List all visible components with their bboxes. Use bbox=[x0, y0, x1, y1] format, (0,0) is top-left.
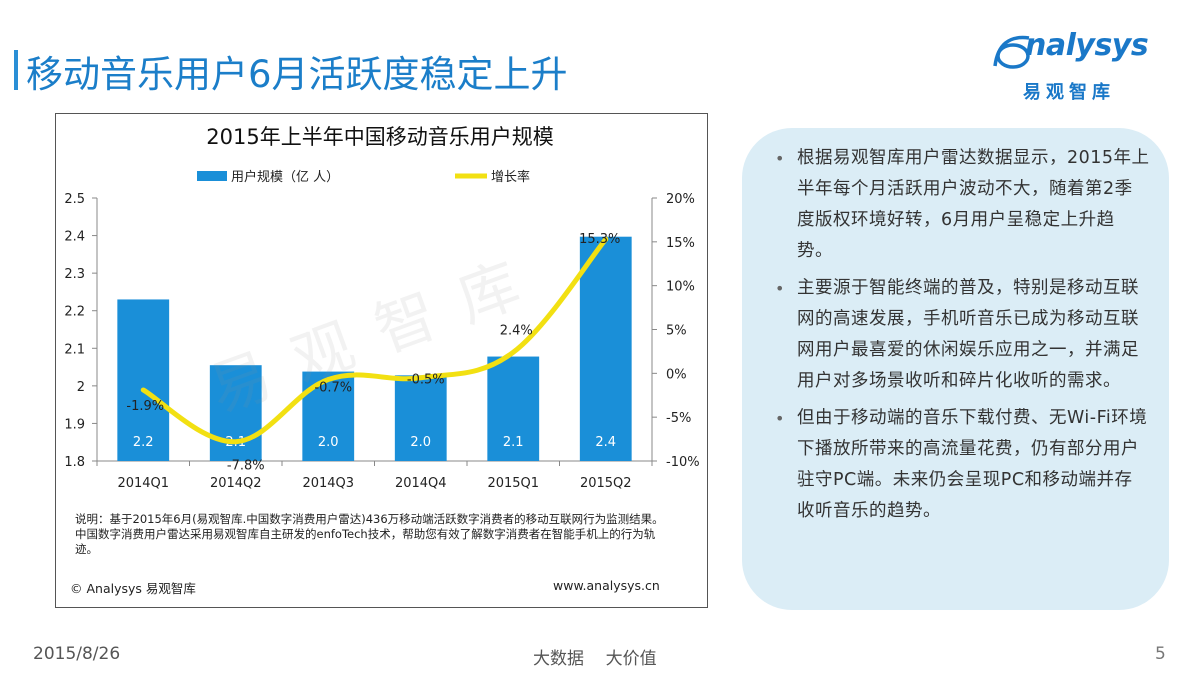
legend-label-bar: 用户规模（亿 人） bbox=[231, 169, 339, 185]
y-left-tick-label: 2.2 bbox=[64, 305, 85, 320]
y-right-tick-label: 10% bbox=[666, 280, 695, 295]
bar-data-label: 2.0 bbox=[410, 435, 431, 450]
line-data-label: -0.5% bbox=[407, 373, 445, 388]
x-tick-label: 2015Q2 bbox=[580, 476, 632, 491]
line-data-label: -7.8% bbox=[227, 459, 265, 474]
x-tick-label: 2014Q4 bbox=[395, 476, 447, 491]
y-left-tick-label: 2.1 bbox=[64, 342, 85, 357]
logo-chinese-name: 易观智库 bbox=[1023, 82, 1115, 103]
bar bbox=[209, 365, 262, 461]
page-number: 5 bbox=[1155, 644, 1166, 664]
y-left-tick-label: 2 bbox=[77, 380, 85, 395]
bullet-text: 主要源于智能终端的普及，特别是移动互联网的高速发展，手机听音乐已成为移动互联网用… bbox=[797, 278, 1139, 391]
y-right-tick-label: 15% bbox=[666, 236, 695, 251]
copyright: © Analysys 易观智库 bbox=[70, 581, 196, 596]
line-data-label: 2.4% bbox=[500, 323, 533, 338]
bullet-text: 根据易观智库用户雷达数据显示，2015年上半年每个月活跃用户波动不大，随着第2季… bbox=[797, 148, 1150, 261]
summary-bullets: • 根据易观智库用户雷达数据显示，2015年上半年每个月活跃用户波动不大，随着第… bbox=[775, 143, 1150, 533]
bullet-item: • 根据易观智库用户雷达数据显示，2015年上半年每个月活跃用户波动不大，随着第… bbox=[775, 143, 1150, 267]
bar-data-label: 2.1 bbox=[503, 435, 524, 450]
y-right-tick-label: 0% bbox=[666, 367, 687, 382]
chart-note: 说明：基于2015年6月(易观智库.中国数字消费用户雷达)436万移动端活跃数字… bbox=[75, 512, 664, 556]
website-url: www.analysys.cn bbox=[553, 578, 660, 593]
logo-arc-icon bbox=[993, 35, 1030, 69]
bar-data-label: 2.4 bbox=[595, 435, 616, 450]
analysys-logo: nalysys 易观智库 bbox=[985, 28, 1175, 108]
y-left-tick-label: 2.5 bbox=[64, 192, 85, 207]
bullet-item: • 但由于移动端的音乐下载付费、无Wi-Fi环境下播放所带来的高流量花费，仍有部… bbox=[775, 403, 1150, 527]
bullet-dot-icon: • bbox=[775, 149, 785, 168]
y-left-tick-label: 1.8 bbox=[64, 455, 85, 470]
line-data-label: -0.7% bbox=[314, 380, 352, 395]
legend-swatch-bar bbox=[197, 171, 227, 181]
line-data-label: 15.3% bbox=[579, 232, 620, 247]
bar bbox=[487, 356, 540, 461]
y-right-tick-label: -5% bbox=[666, 411, 691, 426]
bullet-dot-icon: • bbox=[775, 279, 785, 298]
x-tick-label: 2015Q1 bbox=[487, 476, 539, 491]
bar-data-label: 2.0 bbox=[318, 435, 339, 450]
legend-label-line: 增长率 bbox=[491, 169, 530, 185]
chart-title: 2015年上半年中国移动音乐用户规模 bbox=[206, 125, 553, 149]
footer-date: 2015/8/26 bbox=[33, 644, 121, 664]
bar bbox=[579, 236, 632, 461]
y-right-tick-label: 20% bbox=[666, 192, 695, 207]
bar-data-label: 2.2 bbox=[133, 435, 154, 450]
x-tick-label: 2014Q3 bbox=[302, 476, 354, 491]
bullet-item: • 主要源于智能终端的普及，特别是移动互联网的高速发展，手机听音乐已成为移动互联… bbox=[775, 273, 1150, 397]
bullet-text: 但由于移动端的音乐下载付费、无Wi-Fi环境下播放所带来的高流量花费，仍有部分用… bbox=[797, 408, 1148, 521]
y-right-tick-label: 5% bbox=[666, 324, 687, 339]
bar bbox=[117, 299, 170, 461]
bar bbox=[394, 375, 447, 461]
page-title: 移动音乐用户6月活跃度稳定上升 bbox=[26, 53, 568, 96]
logo-wordmark: nalysys bbox=[1025, 28, 1149, 63]
title-accent-bar bbox=[14, 50, 18, 90]
footer-slogan: 大数据 大价值 bbox=[533, 649, 657, 669]
bullet-dot-icon: • bbox=[775, 409, 785, 428]
y-right-tick-label: -10% bbox=[666, 455, 700, 470]
y-left-tick-label: 2.3 bbox=[64, 267, 85, 282]
y-left-tick-label: 2.4 bbox=[64, 230, 85, 245]
x-tick-label: 2014Q1 bbox=[117, 476, 169, 491]
growth-rate-line bbox=[140, 236, 609, 445]
y-left-tick-label: 1.9 bbox=[64, 417, 85, 432]
x-tick-label: 2014Q2 bbox=[210, 476, 262, 491]
summary-panel bbox=[742, 128, 1169, 610]
line-data-label: -1.9% bbox=[126, 399, 164, 414]
